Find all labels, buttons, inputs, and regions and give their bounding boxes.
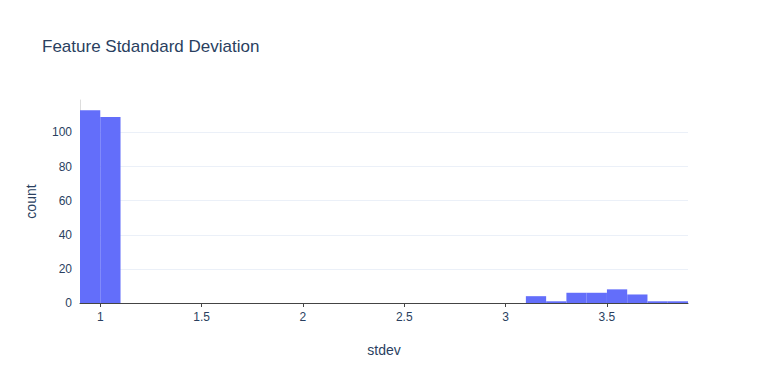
- svg-text:2: 2: [300, 310, 307, 324]
- svg-text:3.5: 3.5: [599, 310, 616, 324]
- svg-text:20: 20: [59, 262, 73, 276]
- svg-text:1: 1: [97, 310, 104, 324]
- svg-text:1.5: 1.5: [193, 310, 210, 324]
- svg-text:stdev: stdev: [367, 342, 400, 358]
- svg-text:Feature Stdandard Deviation: Feature Stdandard Deviation: [42, 37, 259, 56]
- svg-text:40: 40: [59, 228, 73, 242]
- svg-text:count: count: [23, 184, 39, 218]
- svg-text:3: 3: [502, 310, 509, 324]
- svg-text:60: 60: [59, 194, 73, 208]
- svg-text:0: 0: [65, 296, 72, 310]
- svg-text:100: 100: [52, 125, 72, 139]
- svg-text:2.5: 2.5: [396, 310, 413, 324]
- svg-text:80: 80: [59, 160, 73, 174]
